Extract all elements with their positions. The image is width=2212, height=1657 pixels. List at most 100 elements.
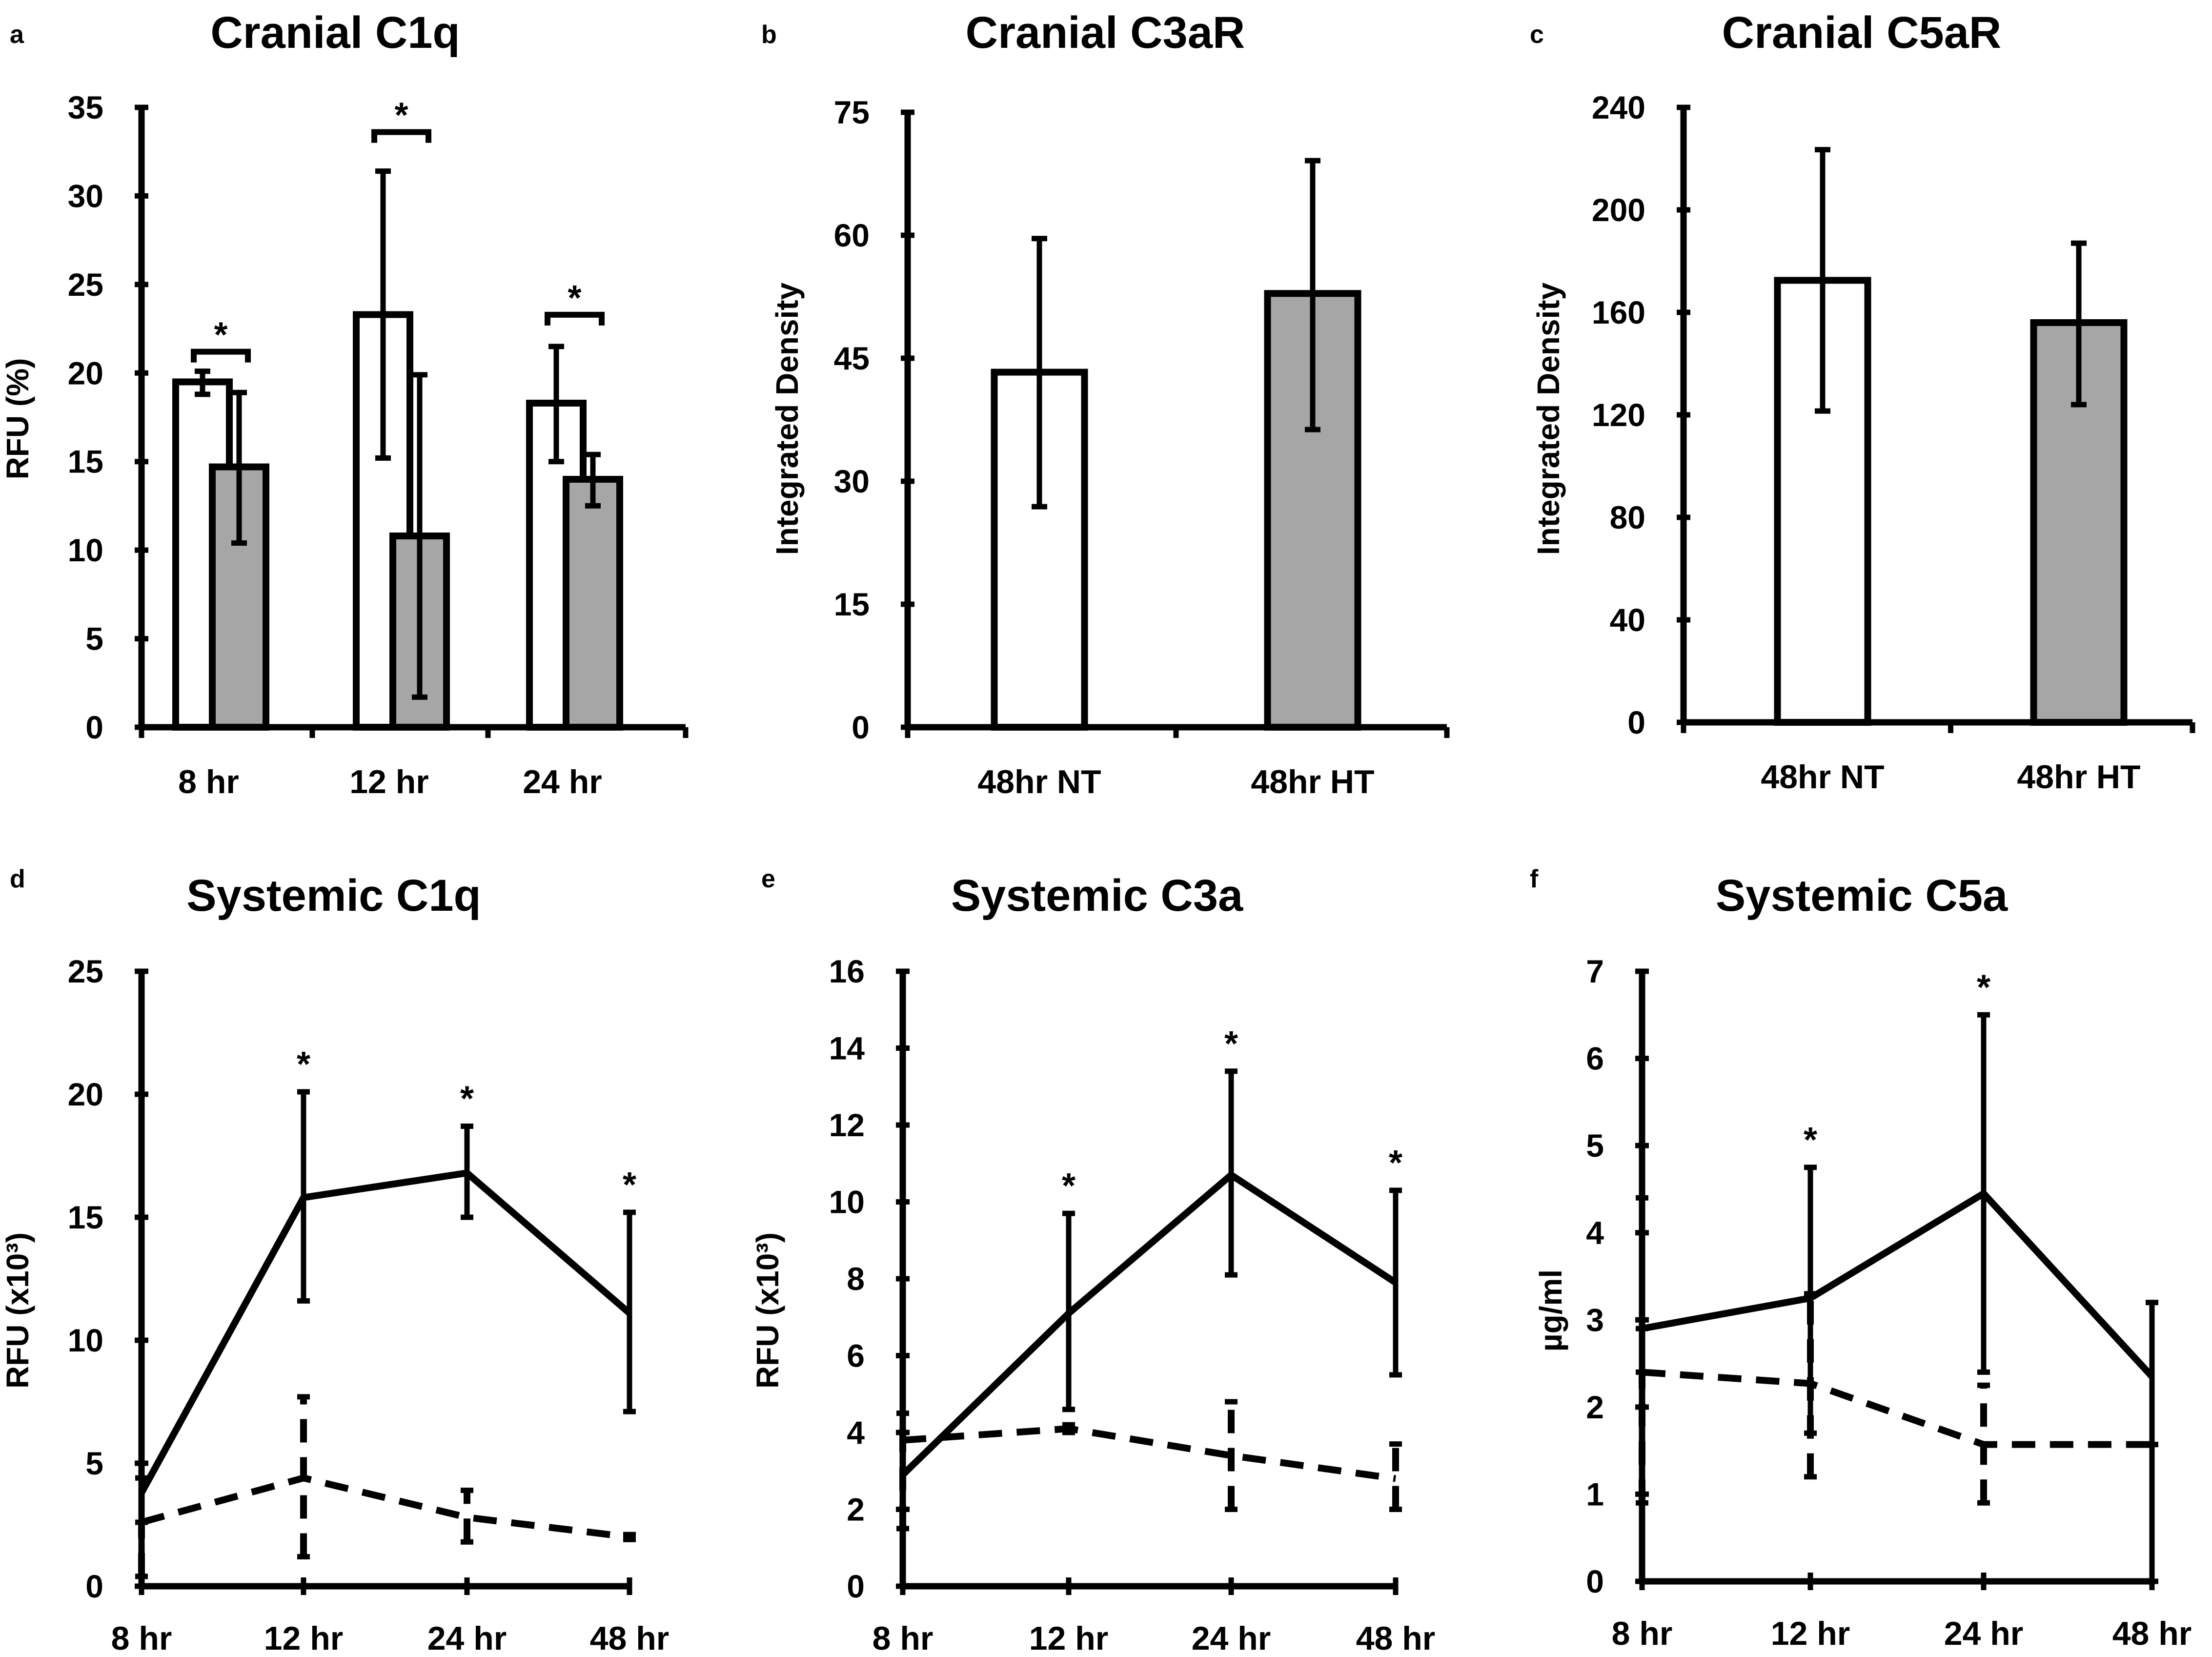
panel-f-letter: f	[1530, 865, 1539, 893]
c-y-tick-label: 120	[1592, 397, 1645, 433]
c-y-tick-label: 40	[1610, 602, 1645, 638]
e-x-category-label: 48 hr	[1356, 1620, 1436, 1657]
e-y-tick-label: 6	[847, 1338, 865, 1374]
b-x-category-label: 48hr HT	[1251, 763, 1374, 800]
panel-d: d Systemic C1q RFU (x10³) 0 5 10 15 20 25 8 hr…	[0, 865, 669, 1657]
a-x-category-label: 8 hr	[178, 763, 239, 800]
d-x-category-label: 8 hr	[111, 1620, 172, 1657]
a-bar-ht	[563, 476, 623, 731]
c-y-tick-label: 160	[1592, 294, 1645, 330]
c-y-tick-label: 0	[1627, 704, 1645, 740]
e-x-category-label: 8 hr	[873, 1620, 934, 1657]
panel-b-ylabel: Integrated Density	[770, 282, 805, 555]
d-y-tick-label: 5	[85, 1445, 103, 1481]
a-x-category-label: 24 hr	[523, 763, 602, 800]
b-y-tick-label: 45	[834, 340, 870, 376]
c-y-tick-label: 240	[1592, 89, 1645, 125]
a-bar-ht	[209, 463, 269, 731]
b-y-tick-label: 60	[834, 217, 870, 253]
panel-e: e Systemic C3a RFU (x10³) 0 2 4 6 8 10 12 14 16 8…	[750, 865, 1435, 1657]
f-series-line-ht	[1641, 1190, 2155, 1379]
e-y-tick-label: 8	[847, 1261, 865, 1297]
panel-c-title: Cranial C5aR	[1722, 8, 2002, 58]
d-x-category-label: 24 hr	[427, 1620, 507, 1657]
b-y-tick-label: 75	[834, 94, 870, 130]
d-y-tick-label: 25	[68, 953, 103, 989]
a-significance-star: *	[568, 279, 581, 318]
e-x-category-label: 24 hr	[1192, 1620, 1271, 1657]
e-series-line-ht	[900, 1171, 1398, 1477]
f-x-category-label: 48 hr	[2112, 1615, 2192, 1652]
d-y-tick-label: 0	[85, 1568, 103, 1604]
a-significance-star: *	[214, 316, 227, 355]
panel-e-letter: e	[761, 865, 775, 893]
a-significance-bracket	[191, 348, 251, 363]
a-significance-bracket	[371, 129, 431, 143]
f-x-category-label: 12 hr	[1771, 1615, 1850, 1652]
a-x-category-label: 12 hr	[349, 763, 429, 800]
f-x-category-label: 8 hr	[1612, 1615, 1673, 1652]
panel-d-title: Systemic C1q	[186, 871, 481, 921]
panel-e-title: Systemic C3a	[951, 871, 1243, 921]
panel-e-ylabel: RFU (x10³)	[750, 1232, 785, 1389]
panel-c-ylabel: Integrated Density	[1531, 282, 1566, 555]
panel-c-letter: c	[1530, 20, 1544, 49]
panel-c: c Cranial C5aR Integrated Density 0 40 80 1…	[1530, 8, 2195, 796]
panel-a-ylabel: RFU (%)	[0, 358, 35, 480]
f-significance-star: *	[1804, 1121, 1817, 1160]
f-y-tick-label: 0	[1586, 1563, 1604, 1599]
f-series-line-nt	[1642, 1369, 2152, 1448]
d-significance-star: *	[623, 1166, 636, 1205]
a-y-tick-label: 35	[68, 89, 103, 125]
e-significance-star: *	[1389, 1144, 1402, 1183]
e-y-tick-label: 2	[847, 1492, 865, 1528]
c-y-tick-label: 80	[1610, 499, 1645, 535]
d-x-category-label: 12 hr	[264, 1620, 344, 1657]
d-y-tick-label: 15	[68, 1199, 103, 1235]
b-x-category-label: 48hr NT	[977, 763, 1101, 800]
a-y-tick-label: 20	[68, 355, 103, 391]
e-x-category-label: 12 hr	[1029, 1620, 1109, 1657]
e-y-tick-label: 12	[829, 1107, 865, 1143]
panel-a: a Cranial C1q RFU (%) 0 5 10 15 20 25 30 35 * 8 h…	[0, 8, 689, 800]
f-y-tick-label: 5	[1586, 1127, 1604, 1164]
f-y-tick-label: 4	[1586, 1215, 1604, 1251]
a-y-tick-label: 15	[68, 444, 103, 480]
panel-d-ylabel: RFU (x10³)	[0, 1232, 35, 1389]
e-y-tick-label: 4	[847, 1414, 865, 1451]
e-y-tick-label: 14	[829, 1030, 865, 1066]
d-series-line-nt	[141, 1474, 630, 1541]
panel-b-letter: b	[761, 20, 777, 49]
f-y-tick-label: 2	[1586, 1389, 1604, 1425]
e-y-tick-label: 10	[829, 1184, 865, 1220]
panel-b-title: Cranial C3aR	[966, 8, 1245, 58]
c-x-category-label: 48hr NT	[1761, 758, 1884, 796]
panel-f-title: Systemic C5a	[1716, 871, 2008, 921]
d-y-tick-label: 20	[68, 1076, 103, 1112]
panel-f-ylabel: µg/ml	[1533, 1269, 1568, 1351]
d-x-category-label: 48 hr	[590, 1620, 670, 1657]
f-y-tick-label: 1	[1586, 1476, 1604, 1512]
a-y-tick-label: 30	[68, 178, 103, 214]
e-y-tick-label: 16	[829, 953, 865, 989]
panel-d-letter: d	[10, 865, 25, 893]
f-y-tick-label: 3	[1586, 1302, 1604, 1338]
d-series-line-ht	[138, 1169, 632, 1494]
a-significance-bracket	[545, 311, 605, 326]
a-y-tick-label: 25	[68, 266, 103, 303]
d-significance-star: *	[460, 1080, 474, 1119]
b-y-tick-label: 0	[852, 709, 870, 745]
panel-a-title: Cranial C1q	[210, 8, 460, 58]
e-series-line-nt	[902, 1425, 1396, 1482]
b-y-tick-label: 15	[834, 586, 870, 622]
f-y-tick-label: 6	[1586, 1041, 1604, 1077]
e-y-tick-label: 0	[847, 1568, 865, 1604]
c-x-category-label: 48hr HT	[2017, 758, 2140, 796]
a-y-tick-label: 0	[85, 709, 103, 745]
b-y-tick-label: 30	[834, 463, 870, 499]
e-significance-star: *	[1224, 1024, 1238, 1064]
f-significance-star: *	[1977, 968, 1990, 1007]
panel-b: b Cranial C3aR Integrated Density 0 15 30 4…	[761, 8, 1450, 800]
panel-a-letter: a	[10, 20, 24, 49]
